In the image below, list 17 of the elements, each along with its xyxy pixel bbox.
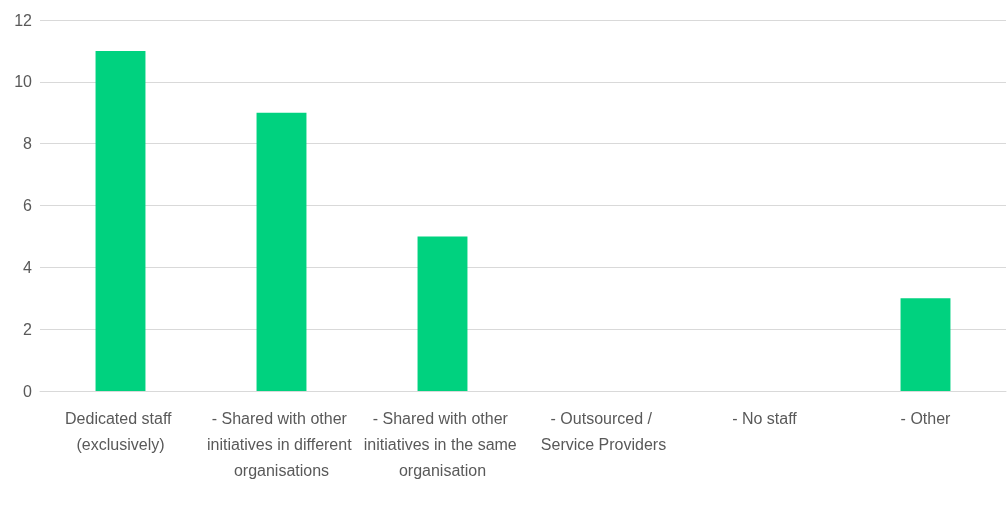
y-tick-label: 0 [23, 382, 33, 400]
x-tick-label: - Shared with other initiatives in the same organisation [363, 409, 522, 479]
bar [95, 50, 146, 391]
y-tick-label: 10 [14, 73, 33, 91]
x-tick-label: - Shared with other initiatives in different organisations [206, 409, 357, 479]
x-tick-label: - Outsourced / Service Providers [540, 409, 667, 453]
bar [256, 112, 307, 391]
y-tick-label: 4 [23, 258, 33, 276]
bar [417, 236, 468, 391]
x-tick-label: - Other [900, 409, 952, 427]
x-tick-label: Dedicated staff (exclusively) [65, 409, 176, 453]
y-tick-label: 8 [23, 135, 33, 153]
bar [900, 298, 951, 391]
y-tick-label: 6 [23, 197, 33, 214]
y-tick-label: 2 [23, 320, 33, 338]
x-tick-label: - No staff [732, 409, 798, 427]
y-tick-label: 12 [14, 11, 33, 29]
